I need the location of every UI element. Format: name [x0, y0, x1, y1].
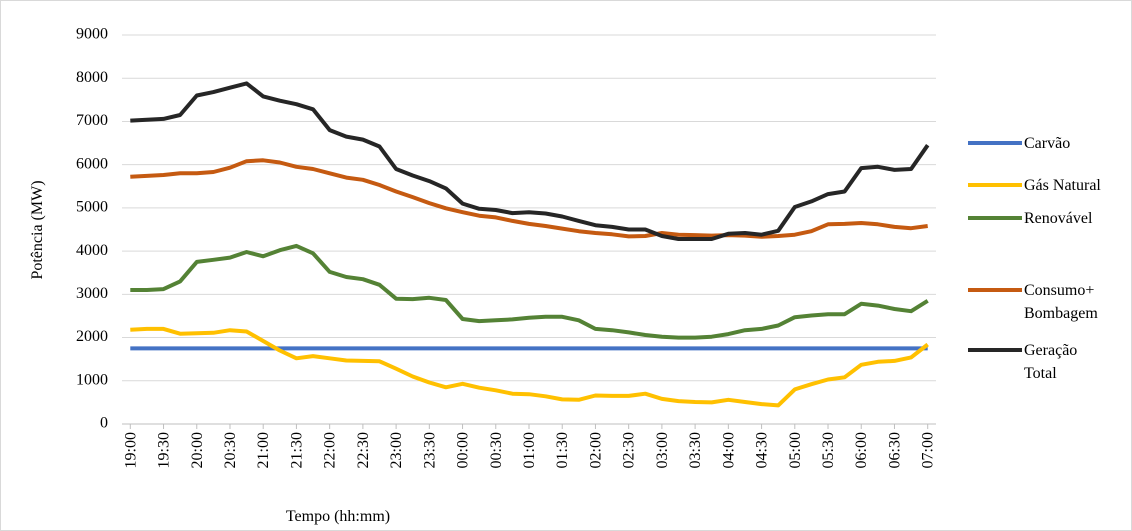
y-tick-label: 8000 [76, 69, 108, 86]
x-tick-label: 23:30 [421, 432, 438, 468]
y-axis-title: Potência (MW) [29, 180, 46, 279]
x-tick-label: 01:00 [521, 432, 538, 468]
series-line [130, 81, 930, 241]
x-tick-label: 04:00 [720, 432, 737, 468]
x-tick-label: 07:00 [920, 432, 937, 468]
x-tick-label: 19:00 [122, 432, 139, 468]
legend-label: Consumo+ Bombagem [1024, 282, 1098, 322]
y-tick-label: 2000 [76, 328, 108, 345]
x-tick-label: 22:00 [322, 432, 339, 468]
x-tick-label: 03:00 [654, 432, 671, 468]
x-tick-label: 00:30 [488, 432, 505, 468]
y-tick-label: 7000 [76, 112, 108, 129]
series-line [130, 243, 929, 340]
y-tick-label: 0 [100, 415, 108, 432]
x-tick-label: 21:00 [255, 432, 272, 468]
x-axis-title: Tempo (hh:mm) [286, 508, 390, 525]
x-tick-label: 22:30 [355, 432, 372, 468]
y-tick-label: 5000 [76, 199, 108, 216]
y-tick-label: 9000 [76, 26, 108, 43]
series-line [130, 326, 929, 408]
x-tick-label: 20:30 [222, 432, 239, 468]
x-tick-label: 04:30 [754, 432, 771, 468]
x-tick-label: 20:00 [189, 432, 206, 468]
x-tick-label: 06:30 [886, 432, 903, 468]
x-tick-label: 05:00 [787, 432, 804, 468]
x-tick-label: 21:30 [288, 432, 305, 468]
legend-label: Geração Total [1024, 342, 1078, 382]
y-tick-label: 1000 [76, 371, 108, 388]
legend-label: Gás Natural [1024, 177, 1101, 194]
x-tick-label: 06:00 [853, 432, 870, 468]
y-tick-label: 4000 [76, 242, 108, 259]
series-line [130, 158, 928, 239]
legend-label: Renovável [1024, 210, 1093, 227]
x-tick-label: 02:00 [587, 432, 604, 468]
legend-label: Carvão [1024, 135, 1071, 152]
x-tick-label: 00:00 [455, 432, 472, 468]
x-tick-label: 02:30 [621, 432, 638, 468]
x-tick-label: 01:30 [554, 432, 571, 468]
y-tick-label: 3000 [76, 285, 108, 302]
x-tick-label: 19:30 [156, 432, 173, 468]
y-tick-label: 6000 [76, 155, 108, 172]
x-tick-label: 05:30 [820, 432, 837, 468]
x-tick-label: 23:00 [388, 432, 405, 468]
x-tick-label: 03:30 [687, 432, 704, 468]
